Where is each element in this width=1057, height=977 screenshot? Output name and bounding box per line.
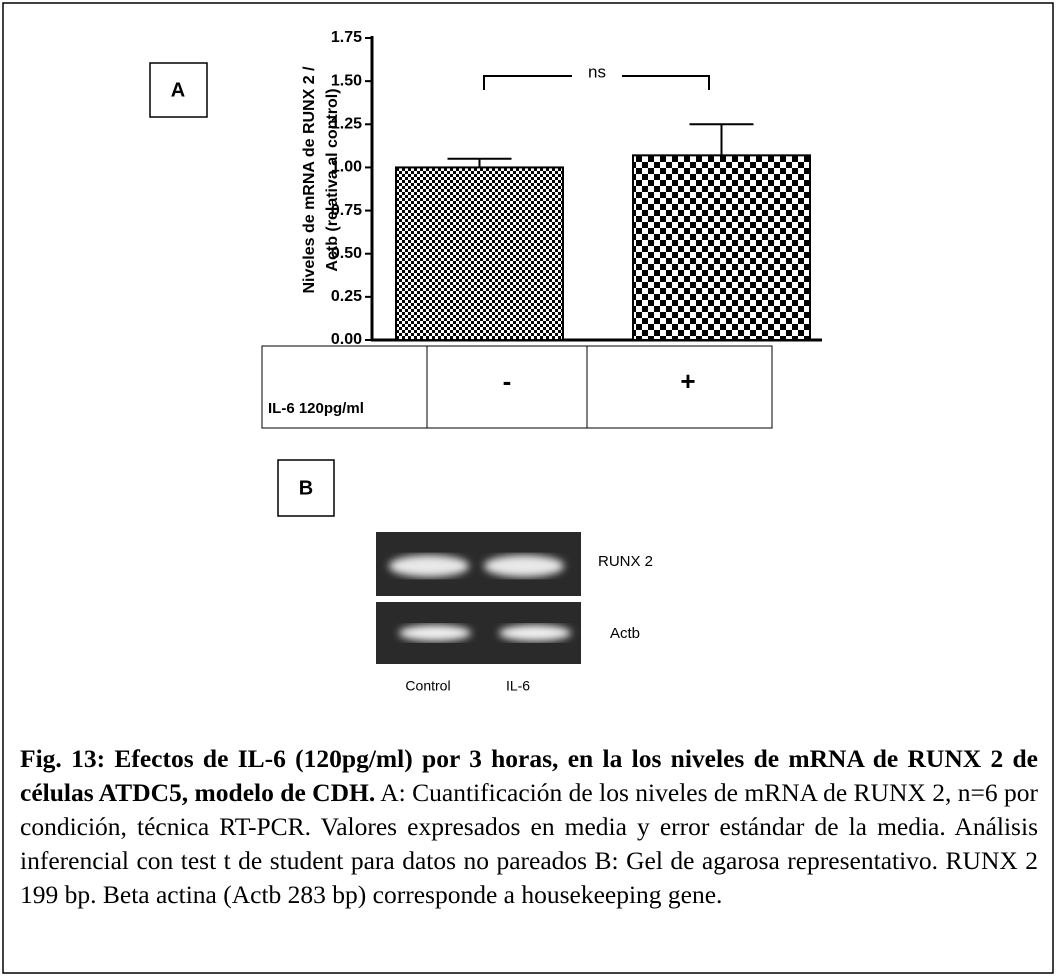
gel-lane-label: IL-6 bbox=[506, 678, 530, 694]
y-tick-label: 1.00 bbox=[331, 159, 362, 176]
y-tick-label: 1.25 bbox=[331, 116, 362, 133]
y-tick-label: 1.50 bbox=[331, 72, 362, 89]
bar bbox=[396, 167, 563, 340]
bar bbox=[633, 155, 810, 340]
gel-band bbox=[499, 625, 571, 641]
figure: A B Niveles de mRNA de RUNX 2 / Actb (re… bbox=[0, 0, 1057, 977]
gel-lane-label: Control bbox=[405, 678, 450, 694]
gel-band-label: RUNX 2 bbox=[598, 553, 653, 570]
gel-band-label: Actb bbox=[610, 625, 640, 642]
gel-band bbox=[389, 555, 469, 577]
x-tick-label: - bbox=[503, 366, 512, 396]
y-tick-label: 0.00 bbox=[331, 331, 362, 348]
y-tick-label: 0.25 bbox=[331, 288, 362, 305]
x-tick-label: + bbox=[680, 366, 695, 396]
y-tick-label: 0.50 bbox=[331, 245, 362, 262]
row-label: IL-6 120pg/ml bbox=[268, 400, 364, 417]
y-axis-title-line: Niveles de mRNA de RUNX 2 / bbox=[301, 66, 318, 294]
gel-band bbox=[484, 555, 564, 577]
caption: Fig. 13: Efectos de IL-6 (120pg/ml) por … bbox=[20, 742, 1038, 912]
gel-band bbox=[399, 625, 471, 641]
panel-label: B bbox=[299, 477, 313, 499]
y-tick-label: 1.75 bbox=[331, 29, 362, 46]
y-tick-label: 0.75 bbox=[331, 202, 362, 219]
panel-label: A bbox=[171, 79, 185, 101]
annotation: ns bbox=[588, 62, 606, 81]
